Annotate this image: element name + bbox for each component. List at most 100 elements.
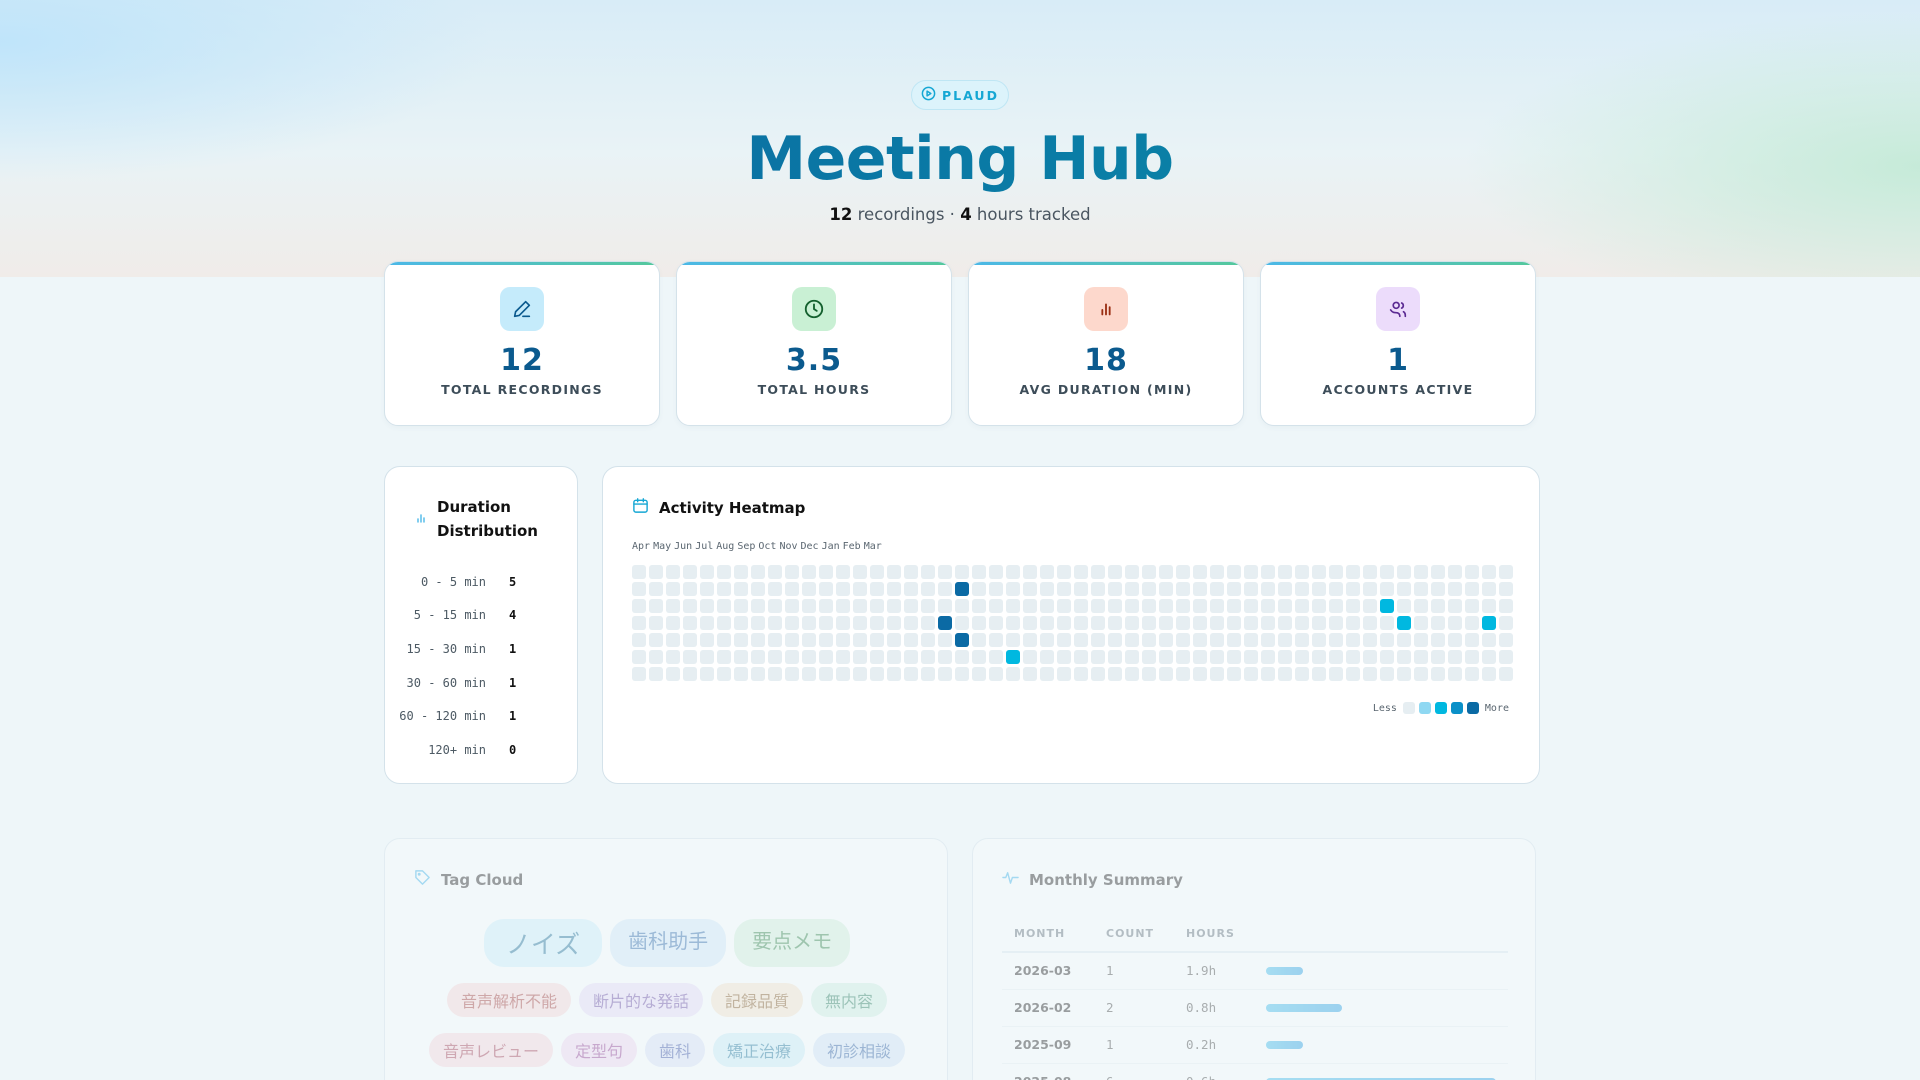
heatmap-cell[interactable] [853,616,867,630]
heatmap-cell[interactable] [1040,633,1054,647]
heatmap-cell[interactable] [700,650,714,664]
heatmap-cell[interactable] [1448,650,1462,664]
heatmap-cell[interactable] [1380,599,1394,613]
heatmap-cell[interactable] [887,599,901,613]
heatmap-cell[interactable] [751,633,765,647]
heatmap-cell[interactable] [972,650,986,664]
heatmap-cell[interactable] [1091,633,1105,647]
heatmap-cell[interactable] [1040,650,1054,664]
tag-chip[interactable]: 音声解析不能 [446,983,571,1017]
heatmap-cell[interactable] [1499,582,1513,596]
heatmap-cell[interactable] [1431,582,1445,596]
heatmap-cell[interactable] [1448,582,1462,596]
heatmap-cell[interactable] [1499,633,1513,647]
heatmap-cell[interactable] [1074,633,1088,647]
heatmap-cell[interactable] [1346,599,1360,613]
heatmap-cell[interactable] [870,565,884,579]
heatmap-cell[interactable] [1329,599,1343,613]
tag-chip[interactable]: 定型句 [560,1033,637,1067]
heatmap-cell[interactable] [1312,667,1326,681]
heatmap-cell[interactable] [989,633,1003,647]
heatmap-cell[interactable] [853,667,867,681]
heatmap-cell[interactable] [785,616,799,630]
heatmap-cell[interactable] [1125,599,1139,613]
heatmap-cell[interactable] [1482,599,1496,613]
heatmap-cell[interactable] [1499,650,1513,664]
heatmap-cell[interactable] [785,650,799,664]
heatmap-cell[interactable] [1346,667,1360,681]
heatmap-cell[interactable] [1295,599,1309,613]
heatmap-cell[interactable] [1057,667,1071,681]
heatmap-cell[interactable] [1261,650,1275,664]
heatmap-cell[interactable] [1176,582,1190,596]
heatmap-cell[interactable] [1329,650,1343,664]
heatmap-cell[interactable] [1108,650,1122,664]
heatmap-cell[interactable] [1210,633,1224,647]
heatmap-cell[interactable] [904,616,918,630]
heatmap-cell[interactable] [1363,582,1377,596]
heatmap-cell[interactable] [853,650,867,664]
heatmap-cell[interactable] [1244,616,1258,630]
heatmap-cell[interactable] [1329,582,1343,596]
heatmap-cell[interactable] [1210,599,1224,613]
heatmap-cell[interactable] [649,565,663,579]
heatmap-cell[interactable] [955,565,969,579]
heatmap-cell[interactable] [887,650,901,664]
heatmap-cell[interactable] [1261,633,1275,647]
heatmap-cell[interactable] [853,565,867,579]
heatmap-cell[interactable] [683,667,697,681]
heatmap-cell[interactable] [870,650,884,664]
heatmap-cell[interactable] [887,565,901,579]
heatmap-cell[interactable] [1465,565,1479,579]
heatmap-cell[interactable] [836,565,850,579]
heatmap-cell[interactable] [1210,616,1224,630]
heatmap-cell[interactable] [1193,616,1207,630]
heatmap-cell[interactable] [1108,616,1122,630]
heatmap-cell[interactable] [1482,582,1496,596]
heatmap-cell[interactable] [1227,633,1241,647]
heatmap-cell[interactable] [1125,565,1139,579]
heatmap-cell[interactable] [887,582,901,596]
heatmap-cell[interactable] [1074,599,1088,613]
heatmap-cell[interactable] [1431,599,1445,613]
heatmap-cell[interactable] [666,599,680,613]
heatmap-cell[interactable] [734,599,748,613]
heatmap-cell[interactable] [1414,667,1428,681]
heatmap-cell[interactable] [1210,667,1224,681]
heatmap-cell[interactable] [938,633,952,647]
heatmap-cell[interactable] [802,616,816,630]
heatmap-cell[interactable] [1193,667,1207,681]
heatmap-cell[interactable] [1125,582,1139,596]
heatmap-cell[interactable] [1091,667,1105,681]
heatmap-cell[interactable] [921,650,935,664]
heatmap-cell[interactable] [1057,599,1071,613]
heatmap-cell[interactable] [887,667,901,681]
heatmap-cell[interactable] [904,565,918,579]
heatmap-cell[interactable] [1074,616,1088,630]
heatmap-cell[interactable] [1176,565,1190,579]
heatmap-cell[interactable] [1499,616,1513,630]
heatmap-cell[interactable] [751,582,765,596]
heatmap-cell[interactable] [1278,650,1292,664]
heatmap-cell[interactable] [1176,667,1190,681]
heatmap-cell[interactable] [1312,633,1326,647]
heatmap-cell[interactable] [853,582,867,596]
heatmap-cell[interactable] [632,616,646,630]
heatmap-cell[interactable] [1193,633,1207,647]
heatmap-cell[interactable] [1363,565,1377,579]
heatmap-cell[interactable] [1176,633,1190,647]
heatmap-cell[interactable] [802,599,816,613]
heatmap-cell[interactable] [1363,667,1377,681]
heatmap-cell[interactable] [989,565,1003,579]
heatmap-cell[interactable] [1295,650,1309,664]
heatmap-cell[interactable] [1091,599,1105,613]
heatmap-cell[interactable] [1312,650,1326,664]
heatmap-cell[interactable] [870,582,884,596]
heatmap-cell[interactable] [768,667,782,681]
heatmap-cell[interactable] [717,667,731,681]
heatmap-cell[interactable] [632,565,646,579]
heatmap-cell[interactable] [1431,633,1445,647]
heatmap-cell[interactable] [1108,582,1122,596]
heatmap-cell[interactable] [1482,650,1496,664]
heatmap-cell[interactable] [1023,599,1037,613]
